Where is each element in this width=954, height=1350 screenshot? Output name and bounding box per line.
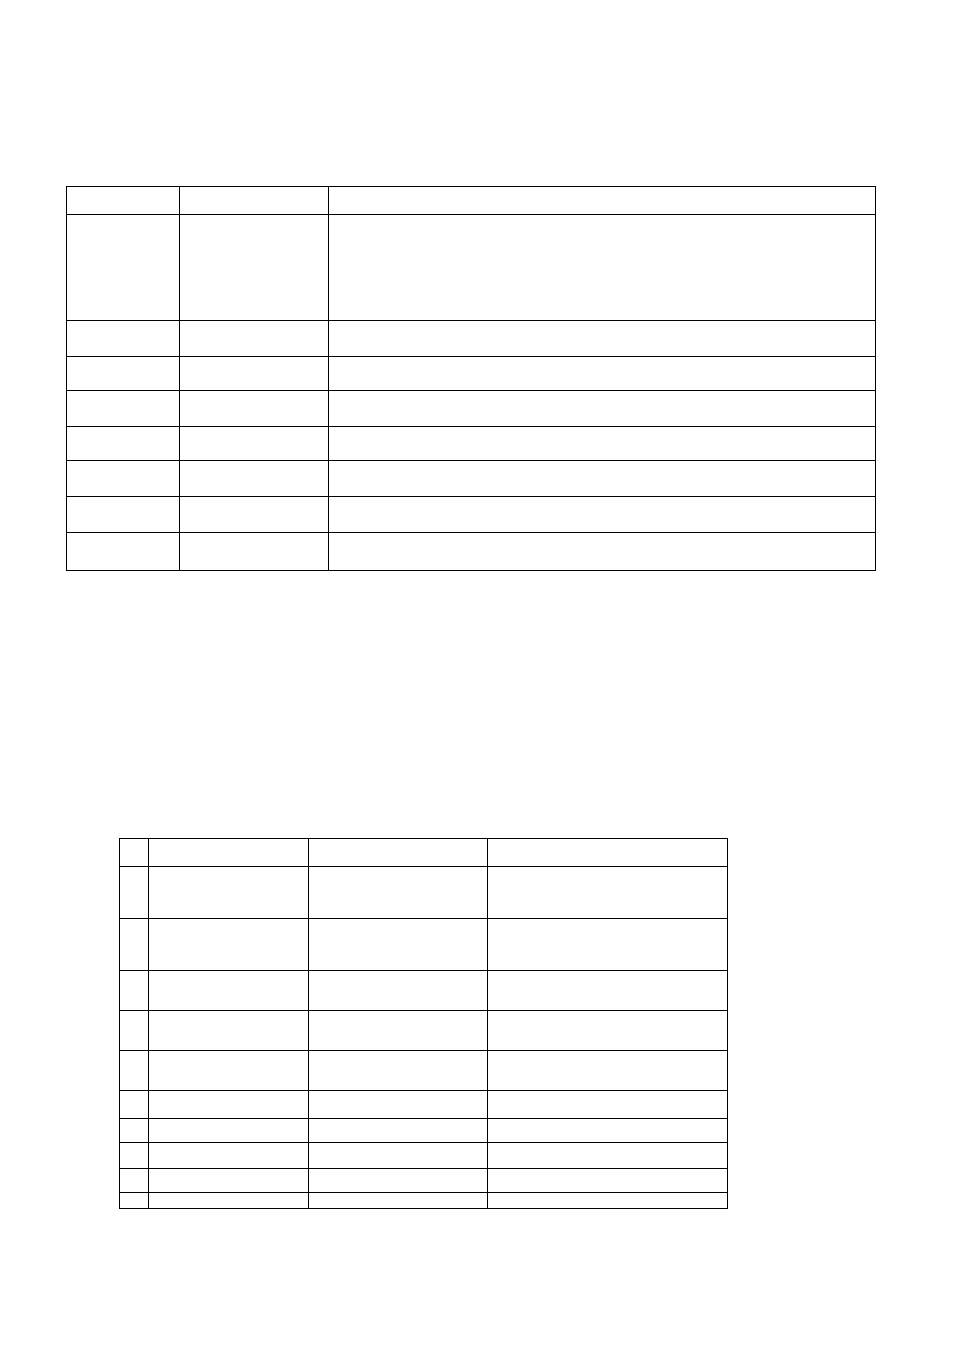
table-row xyxy=(120,1011,728,1051)
table-1 xyxy=(66,186,876,571)
table-cell xyxy=(179,497,328,533)
table-row xyxy=(120,1091,728,1119)
table-cell xyxy=(120,919,149,971)
table-cell xyxy=(179,215,328,321)
table-cell xyxy=(308,1193,488,1209)
table-cell xyxy=(488,839,728,867)
table-cell xyxy=(308,839,488,867)
table-cell xyxy=(488,1143,728,1169)
table-cell xyxy=(67,391,180,427)
table-cell xyxy=(67,321,180,357)
table-cell xyxy=(148,1091,308,1119)
table-cell xyxy=(148,971,308,1011)
table-cell xyxy=(328,533,875,571)
table-cell xyxy=(328,427,875,461)
table-cell xyxy=(308,1091,488,1119)
table-cell xyxy=(148,867,308,919)
table-cell xyxy=(488,1091,728,1119)
table-cell xyxy=(179,427,328,461)
table-cell xyxy=(67,215,180,321)
table-cell xyxy=(308,1051,488,1091)
table-cell xyxy=(120,1119,149,1143)
table-cell xyxy=(308,1011,488,1051)
table-cell xyxy=(308,1143,488,1169)
table-cell xyxy=(148,1119,308,1143)
table-cell xyxy=(488,919,728,971)
table-row xyxy=(67,187,876,215)
table-row xyxy=(120,1051,728,1091)
table-cell xyxy=(67,187,180,215)
table-row xyxy=(120,867,728,919)
table-row xyxy=(67,215,876,321)
table-cell xyxy=(148,1143,308,1169)
table-1-container xyxy=(66,186,876,571)
table-row xyxy=(120,1143,728,1169)
table-cell xyxy=(328,357,875,391)
table-cell xyxy=(67,427,180,461)
table-cell xyxy=(120,1193,149,1209)
table-cell xyxy=(488,1051,728,1091)
table-cell xyxy=(148,839,308,867)
table-cell xyxy=(328,321,875,357)
table-row xyxy=(120,1193,728,1209)
table-cell xyxy=(67,497,180,533)
table-cell xyxy=(120,839,149,867)
table-cell xyxy=(488,867,728,919)
table-cell xyxy=(179,321,328,357)
table-cell xyxy=(488,1169,728,1193)
table-cell xyxy=(328,187,875,215)
table-cell xyxy=(488,971,728,1011)
table-row xyxy=(120,971,728,1011)
table-row xyxy=(120,839,728,867)
table-cell xyxy=(120,1011,149,1051)
table-cell xyxy=(179,357,328,391)
table-cell xyxy=(120,971,149,1011)
table-cell xyxy=(148,1193,308,1209)
table-row xyxy=(67,461,876,497)
table-cell xyxy=(308,919,488,971)
table-cell xyxy=(308,971,488,1011)
table-row xyxy=(120,1119,728,1143)
table-cell xyxy=(67,461,180,497)
table-cell xyxy=(488,1011,728,1051)
table-cell xyxy=(67,357,180,391)
table-cell xyxy=(328,391,875,427)
table-cell xyxy=(148,1169,308,1193)
table-row xyxy=(120,1169,728,1193)
table-cell xyxy=(120,1169,149,1193)
table-cell xyxy=(148,919,308,971)
table-row xyxy=(120,919,728,971)
table-row xyxy=(67,357,876,391)
table-cell xyxy=(488,1119,728,1143)
table-cell xyxy=(179,187,328,215)
table-cell xyxy=(120,1143,149,1169)
table-2-container xyxy=(119,838,728,1209)
table-cell xyxy=(120,867,149,919)
table-row xyxy=(67,321,876,357)
table-cell xyxy=(328,461,875,497)
table-cell xyxy=(179,461,328,497)
table-row xyxy=(67,391,876,427)
table-cell xyxy=(67,533,180,571)
table-cell xyxy=(179,533,328,571)
table-cell xyxy=(328,215,875,321)
table-cell xyxy=(308,867,488,919)
table-cell xyxy=(308,1169,488,1193)
table-cell xyxy=(148,1051,308,1091)
table-2 xyxy=(119,838,728,1209)
table-row xyxy=(67,497,876,533)
table-cell xyxy=(179,391,328,427)
table-cell xyxy=(120,1051,149,1091)
table-row xyxy=(67,427,876,461)
table-cell xyxy=(328,497,875,533)
table-row xyxy=(67,533,876,571)
table-cell xyxy=(148,1011,308,1051)
table-cell xyxy=(120,1091,149,1119)
table-cell xyxy=(308,1119,488,1143)
table-cell xyxy=(488,1193,728,1209)
